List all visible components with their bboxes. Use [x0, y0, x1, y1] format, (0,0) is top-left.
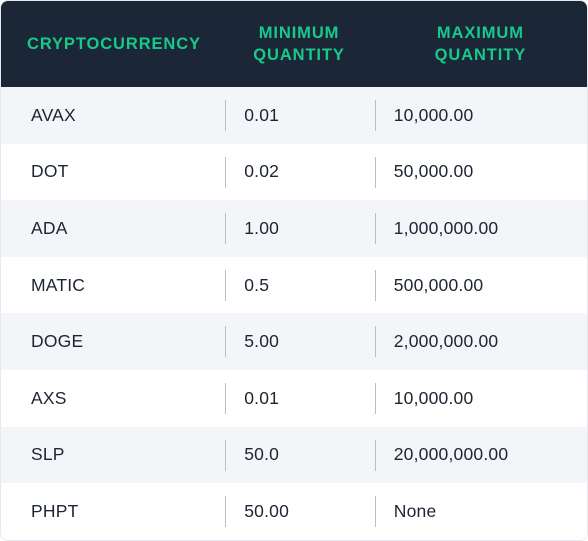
cell-min-quantity: 0.5 — [244, 274, 270, 295]
header-maximum-quantity: MAXIMUM QUANTITY — [374, 22, 587, 66]
cell-crypto: SLP — [31, 444, 65, 465]
cell-max-quantity: 20,000,000.00 — [393, 444, 509, 465]
header-minimum-line2: QUANTITY — [253, 46, 345, 64]
cell-crypto: ADA — [31, 217, 68, 238]
cell-max-quantity: 500,000.00 — [393, 274, 484, 295]
column-divider — [225, 213, 226, 245]
table-header: CRYPTOCURRENCY MINIMUM QUANTITY MAXIMUM … — [1, 1, 587, 87]
header-maximum-line1: MAXIMUM — [436, 24, 524, 42]
header-cryptocurrency-label: CRYPTOCURRENCY — [27, 35, 201, 53]
cell-crypto: PHPT — [31, 500, 79, 521]
column-divider — [375, 382, 376, 414]
header-maximum-line2: QUANTITY — [434, 46, 527, 64]
cell-crypto: AVAX — [31, 104, 76, 125]
header-minimum-quantity: MINIMUM QUANTITY — [224, 22, 373, 66]
cell-crypto: DOGE — [31, 331, 84, 352]
cell-crypto: DOT — [31, 161, 69, 182]
column-divider — [375, 326, 376, 358]
cell-min-quantity: 50.00 — [244, 500, 290, 521]
table-row: ADA 1.00 1,000,000.00 — [1, 200, 587, 257]
table-row: AXS 0.01 10,000.00 — [1, 369, 587, 427]
cell-min-quantity: 1.00 — [244, 217, 280, 238]
column-divider — [225, 326, 226, 358]
column-divider — [375, 213, 376, 245]
header-cryptocurrency: CRYPTOCURRENCY — [1, 33, 224, 55]
table-row: SLP 50.0 20,000,000.00 — [1, 426, 587, 484]
cell-crypto: AXS — [31, 387, 67, 408]
column-divider — [375, 269, 376, 301]
cell-max-quantity: 50,000.00 — [393, 161, 474, 182]
cell-max-quantity: None — [393, 500, 437, 521]
column-divider — [225, 439, 226, 471]
column-divider — [375, 156, 376, 188]
cell-min-quantity: 0.02 — [244, 161, 280, 182]
column-divider — [225, 100, 226, 131]
cell-max-quantity: 10,000.00 — [393, 104, 474, 125]
cell-max-quantity: 2,000,000.00 — [393, 331, 499, 352]
column-divider — [375, 100, 376, 131]
table-row: DOT 0.02 50,000.00 — [1, 143, 587, 201]
cell-min-quantity: 0.01 — [244, 387, 280, 408]
column-divider — [375, 439, 376, 471]
cell-max-quantity: 10,000.00 — [393, 387, 474, 408]
table-row: AVAX 0.01 10,000.00 — [1, 87, 587, 144]
cell-min-quantity: 5.00 — [244, 331, 280, 352]
table-row: PHPT 50.00 None — [1, 483, 587, 540]
cell-min-quantity: 0.01 — [244, 104, 280, 125]
table-row: MATIC 0.5 500,000.00 — [1, 256, 587, 314]
column-divider — [375, 496, 376, 528]
table-row: DOGE 5.00 2,000,000.00 — [1, 313, 587, 370]
header-minimum-line1: MINIMUM — [258, 24, 340, 42]
column-divider — [225, 269, 226, 301]
column-divider — [225, 382, 226, 414]
cell-crypto: MATIC — [31, 274, 86, 295]
column-divider — [225, 496, 226, 528]
cell-max-quantity: 1,000,000.00 — [393, 217, 499, 238]
cell-min-quantity: 50.0 — [244, 444, 280, 465]
column-divider — [225, 156, 226, 188]
